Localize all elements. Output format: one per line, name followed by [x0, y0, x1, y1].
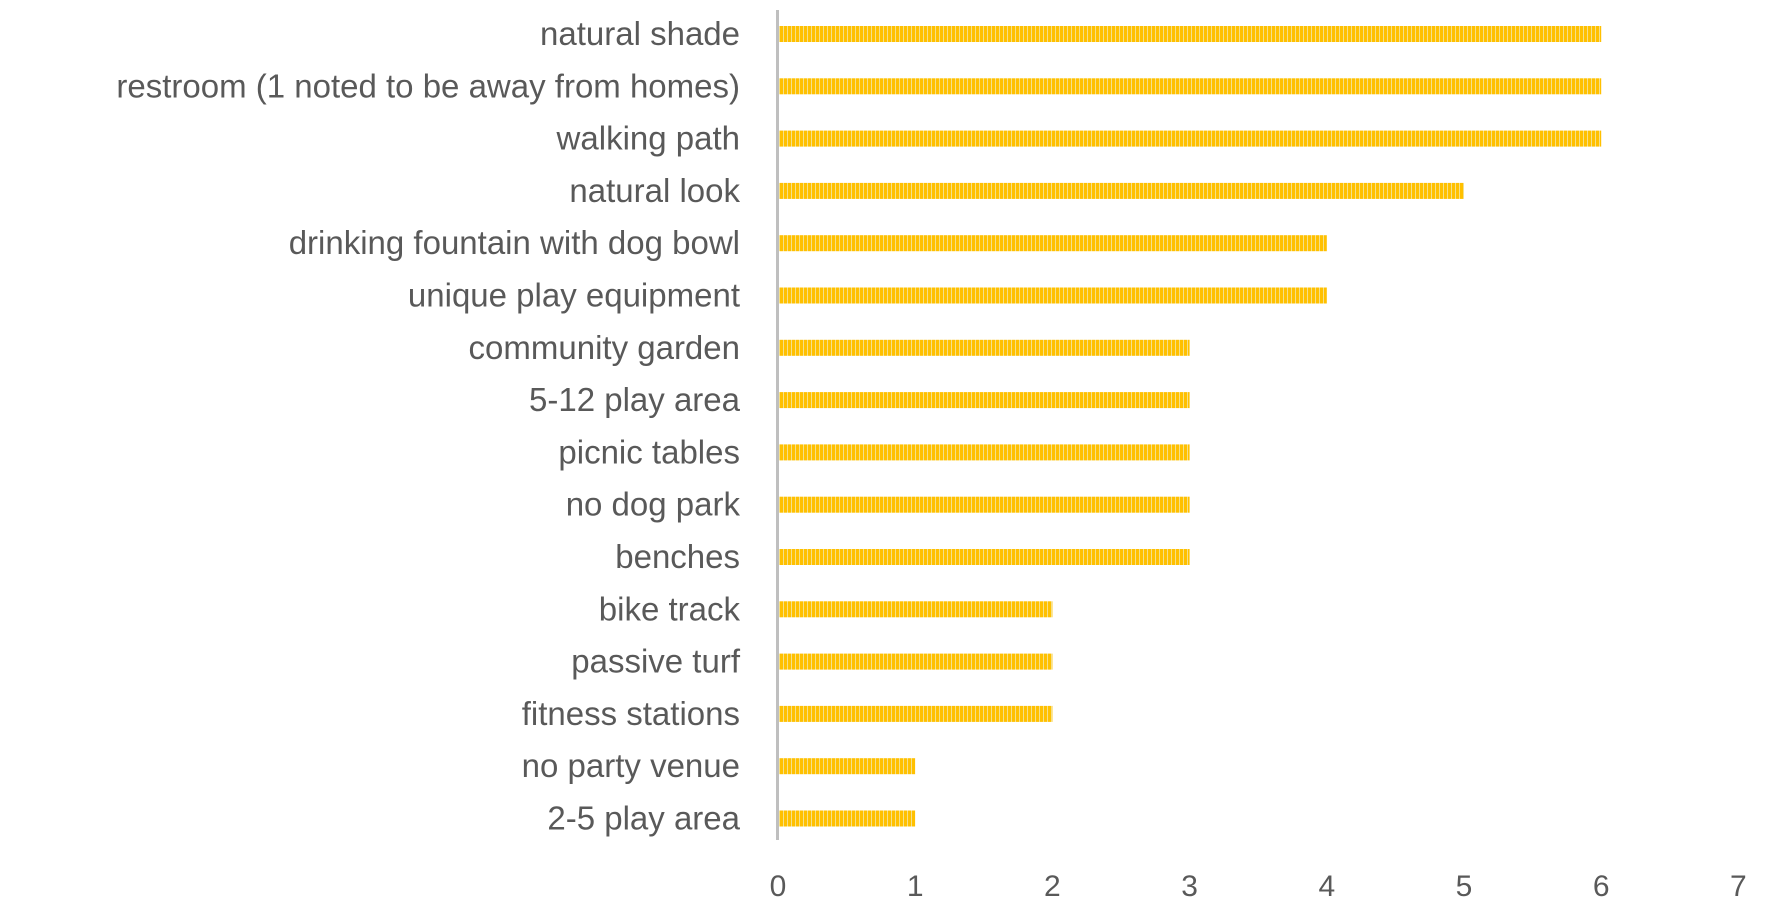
x-tick-label: 2: [1044, 870, 1061, 903]
x-tick-label: 6: [1593, 870, 1610, 903]
category-label: natural shade: [540, 15, 740, 52]
category-label: picnic tables: [558, 433, 740, 470]
bar-14: [778, 758, 916, 775]
bar-6: [778, 339, 1190, 356]
bars-group: [778, 26, 1602, 827]
category-label: passive turf: [571, 643, 741, 680]
bar-0: [778, 26, 1602, 42]
category-label: restroom (1 noted to be away from homes): [116, 67, 740, 104]
bar-11: [778, 601, 1053, 618]
category-label: natural look: [569, 172, 740, 209]
bar-10: [778, 549, 1190, 565]
category-label: drinking fountain with dog bowl: [289, 224, 740, 261]
category-label: fitness stations: [522, 695, 740, 732]
x-tick-label: 5: [1456, 870, 1473, 903]
bar-7: [778, 392, 1190, 409]
bar-3: [778, 182, 1464, 199]
bar-15: [778, 810, 916, 827]
bar-12: [778, 653, 1053, 670]
bar-1: [778, 78, 1602, 95]
x-axis-tick-labels: 0 1 2 3 4 5 6 7: [770, 870, 1747, 903]
category-label: community garden: [469, 329, 740, 366]
x-tick-label: 0: [770, 870, 787, 903]
bar-8: [778, 444, 1190, 461]
bar-2: [778, 130, 1602, 147]
category-label: unique play equipment: [408, 277, 740, 314]
category-label: benches: [615, 538, 740, 575]
category-label: no party venue: [522, 747, 740, 784]
x-tick-label: 4: [1318, 870, 1335, 903]
category-labels: natural shade restroom (1 noted to be awa…: [116, 15, 740, 837]
bar-13: [778, 705, 1053, 722]
category-label: bike track: [599, 590, 741, 627]
category-label: walking path: [556, 120, 740, 157]
category-label: 2-5 play area: [547, 800, 740, 837]
x-tick-label: 3: [1181, 870, 1198, 903]
category-label: no dog park: [566, 486, 741, 523]
x-tick-label: 7: [1730, 870, 1747, 903]
x-tick-label: 1: [907, 870, 924, 903]
category-label: 5-12 play area: [529, 381, 741, 418]
bar-4: [778, 235, 1327, 252]
bar-5: [778, 287, 1327, 304]
bar-9: [778, 496, 1190, 513]
